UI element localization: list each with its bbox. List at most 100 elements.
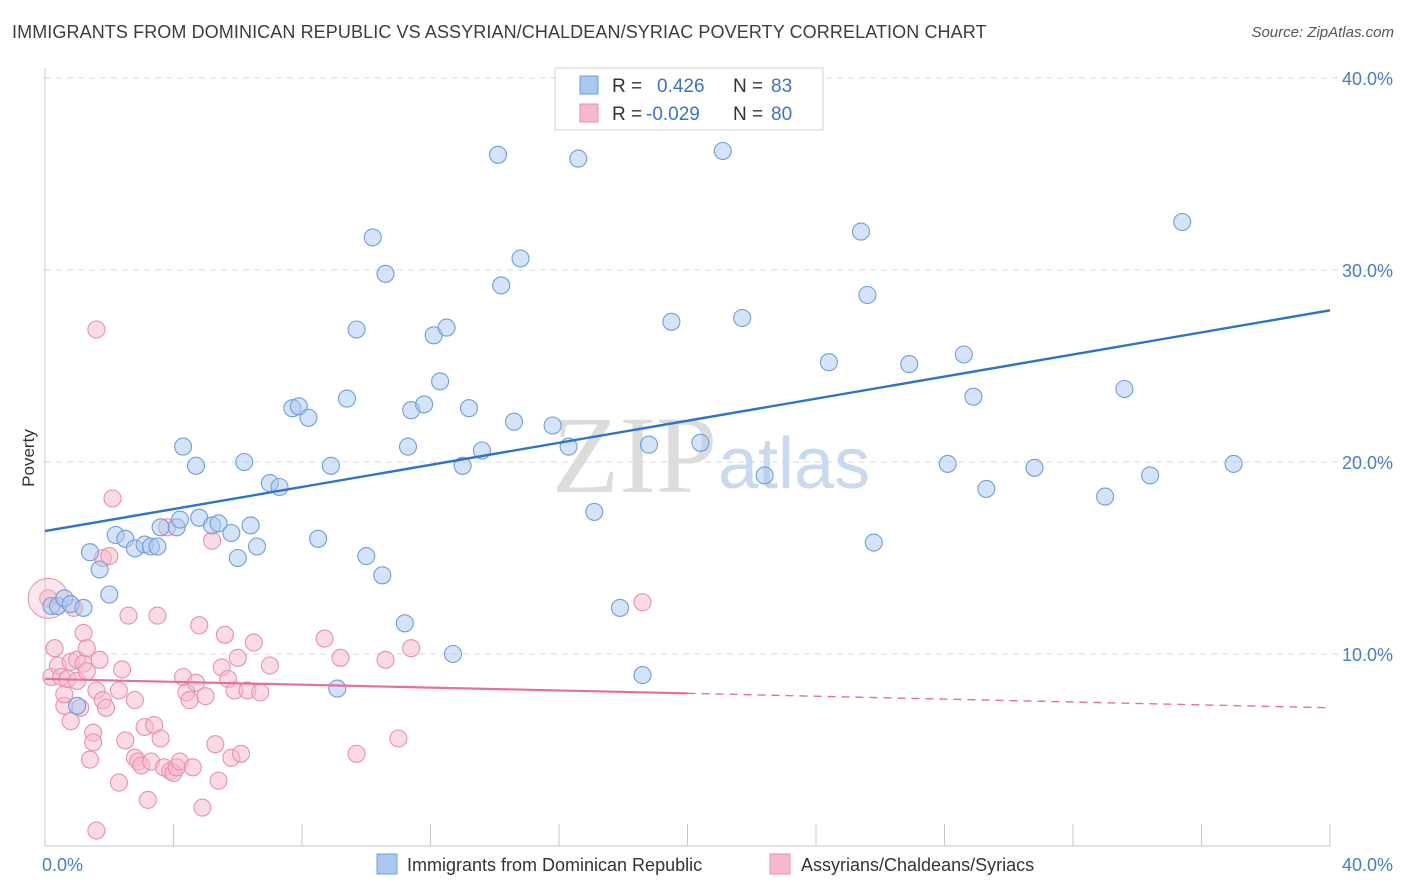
legend-n-label-2: N = <box>733 104 763 125</box>
data-point-blue <box>363 228 382 247</box>
data-point-blue <box>900 355 919 374</box>
data-point-blue <box>151 518 170 537</box>
data-point-blue <box>938 454 957 473</box>
y-axis-label: Poverty <box>19 429 38 487</box>
data-point-blue <box>415 395 434 414</box>
legend-n-value-2: 80 <box>771 104 792 125</box>
trend-layer <box>44 309 1331 709</box>
data-point-blue <box>504 412 524 431</box>
legend-r-label-2: R = <box>612 104 642 125</box>
data-point-blue <box>662 312 681 331</box>
data-point-pink <box>203 531 222 550</box>
data-point-blue <box>398 437 418 456</box>
legend-box <box>554 67 824 131</box>
watermark: ZIP atlas <box>552 394 870 516</box>
data-point-blue <box>819 353 838 372</box>
data-point-blue <box>174 437 193 456</box>
data-point-blue <box>858 285 877 305</box>
data-point-blue <box>864 533 883 552</box>
legend-n-label-1: N = <box>733 76 763 97</box>
data-point-pink <box>87 320 106 339</box>
series-blue-points <box>42 141 1243 715</box>
bottom-legend-swatch-blue <box>376 853 398 875</box>
data-point-pink <box>315 629 334 648</box>
watermark-zip: ZIP <box>552 394 717 516</box>
data-point-blue <box>148 537 167 556</box>
chart-title: IMMIGRANTS FROM DOMINICAN REPUBLIC VS AS… <box>12 22 987 42</box>
data-point-pink <box>389 729 408 748</box>
data-point-pink <box>190 616 209 635</box>
data-point-blue <box>977 479 996 498</box>
data-point-blue <box>437 318 456 337</box>
data-point-pink <box>331 648 350 667</box>
data-point-blue <box>80 543 100 562</box>
x-tick-label: 40.0% <box>1342 855 1393 875</box>
data-point-blue <box>228 548 247 568</box>
data-point-blue <box>488 145 508 164</box>
data-point-blue <box>492 276 511 295</box>
data-point-pink <box>90 650 109 669</box>
y-tick-label: 40.0% <box>1342 69 1393 89</box>
data-point-pink <box>206 735 225 754</box>
data-point-pink <box>103 489 122 508</box>
data-point-pink <box>209 771 228 790</box>
data-point-blue <box>241 516 260 535</box>
data-point-pink <box>347 744 366 763</box>
bottom-legend-label-pink: Assyrians/Chaldeans/Syriacs <box>801 855 1034 875</box>
data-point-blue <box>321 456 340 475</box>
data-point-blue <box>585 502 604 521</box>
data-point-pink <box>109 681 128 700</box>
data-point-blue <box>459 399 479 418</box>
data-point-blue <box>453 456 472 475</box>
data-point-blue <box>610 598 630 617</box>
data-point-blue <box>376 264 395 283</box>
data-point-blue <box>443 644 463 664</box>
data-point-blue <box>713 141 732 161</box>
data-point-blue <box>755 466 774 485</box>
data-point-pink <box>244 633 263 652</box>
y-tick-label: 20.0% <box>1342 453 1393 473</box>
data-point-pink <box>84 733 103 752</box>
data-point-pink <box>228 648 247 667</box>
data-point-pink <box>80 750 100 769</box>
legend-swatch-blue <box>579 75 599 95</box>
data-point-blue <box>1173 212 1192 232</box>
data-point-pink <box>74 623 93 642</box>
trend-line-pink-dashed <box>687 692 1331 709</box>
data-point-blue <box>170 510 189 529</box>
data-point-pink <box>96 698 116 717</box>
data-point-blue <box>851 222 871 241</box>
data-point-blue <box>357 547 376 566</box>
data-point-blue <box>1224 454 1243 473</box>
data-point-blue <box>68 696 87 715</box>
legend-swatch-pink <box>579 103 599 123</box>
data-point-pink <box>260 656 279 675</box>
data-point-blue <box>1096 487 1115 506</box>
data-point-pink <box>183 758 202 777</box>
legend-r-label-1: R = <box>612 76 642 97</box>
data-point-blue <box>309 529 328 548</box>
data-point-pink <box>148 606 167 625</box>
data-point-blue <box>337 389 357 408</box>
data-point-pink <box>109 773 128 792</box>
data-point-blue <box>691 433 710 452</box>
y-tick-label: 10.0% <box>1342 645 1393 665</box>
data-point-blue <box>74 598 93 617</box>
axis-layer: 10.0% 20.0% 30.0% 40.0% 0.0% 40.0% <box>42 68 1393 875</box>
data-point-pink <box>180 691 199 710</box>
data-point-blue <box>247 537 267 556</box>
data-point-blue <box>511 249 530 268</box>
data-point-pink <box>77 639 96 658</box>
data-point-blue <box>569 149 588 168</box>
data-point-pink <box>193 798 212 817</box>
y-tick-label: 30.0% <box>1342 261 1393 281</box>
source-note: Source: ZipAtlas.com <box>1251 24 1394 41</box>
data-point-blue <box>639 435 659 454</box>
data-point-pink <box>251 683 270 702</box>
data-point-pink <box>87 821 106 840</box>
data-point-blue <box>186 456 206 475</box>
legend-n-value-1: 83 <box>771 76 792 97</box>
data-point-blue <box>299 408 318 427</box>
data-point-blue <box>235 452 254 472</box>
data-point-pink <box>113 660 132 679</box>
